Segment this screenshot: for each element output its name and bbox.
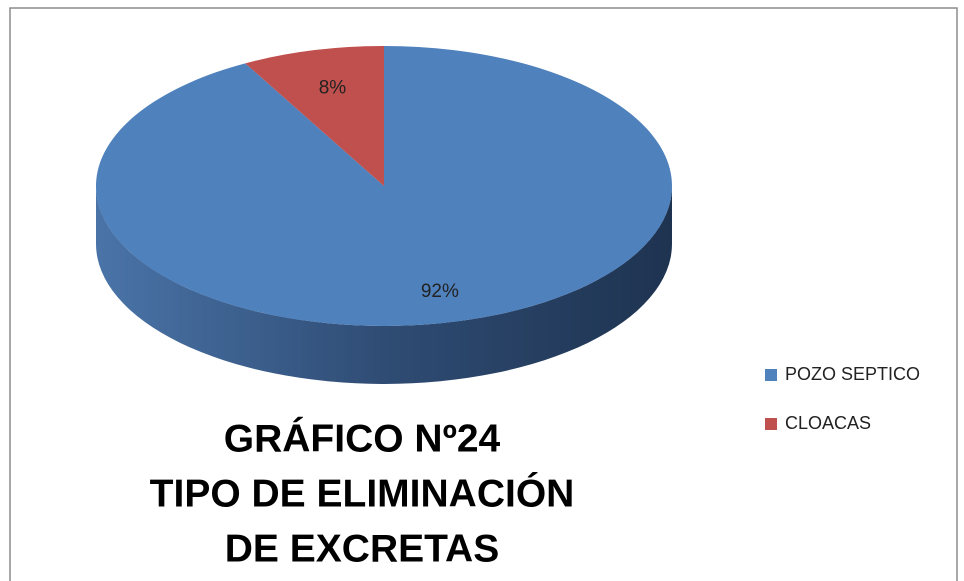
pie-slice [245,46,384,186]
legend-swatch [765,369,777,381]
chart-title: DE EXCRETAS [225,527,500,570]
data-label: 92% [421,281,459,302]
legend-swatch [765,418,777,430]
chart-title: TIPO DE ELIMINACIÓN [150,471,575,515]
legend-label: POZO SEPTICO [785,364,920,384]
pie-slice [96,46,673,327]
data-label: 8% [319,77,347,98]
chart-title: GRÁFICO Nº24 [224,416,501,460]
pie-side [96,186,672,384]
legend-label: CLOACAS [785,413,871,433]
